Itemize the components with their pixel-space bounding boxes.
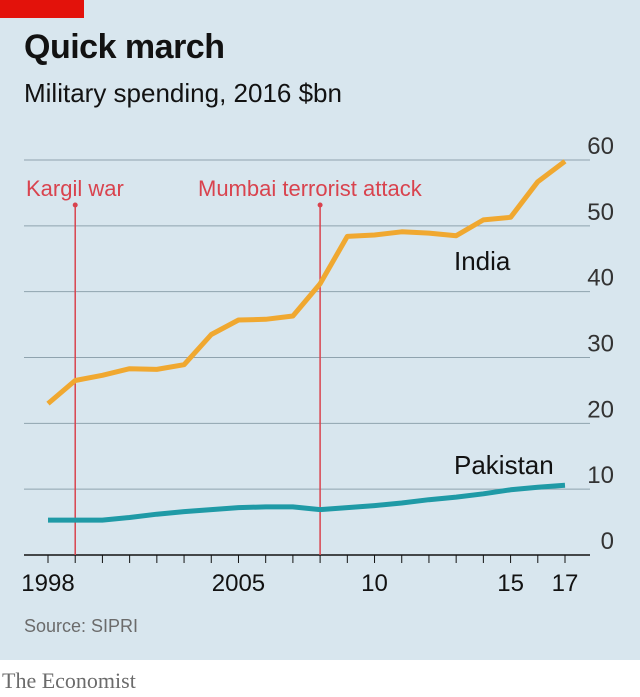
series-label-india: India (454, 246, 511, 276)
series-label-pakistan: Pakistan (454, 450, 554, 480)
x-tick-label-10: 10 (361, 570, 388, 597)
y-tick-label-10: 10 (587, 462, 614, 489)
annotation-label-mumbai-attack: Mumbai terrorist attack (198, 176, 423, 201)
y-tick-label-50: 50 (587, 199, 614, 226)
x-tick-label-15: 15 (497, 570, 524, 597)
x-tick-label-2005: 2005 (212, 570, 265, 597)
publisher-brand: The Economist (2, 668, 136, 693)
y-tick-label-0: 0 (601, 528, 614, 555)
series-line-india (46, 159, 567, 406)
annotation-dot-1 (72, 202, 78, 208)
brand-red-tag (0, 0, 84, 18)
x-tick-label-1998: 1998 (21, 570, 74, 597)
y-tick-label-60: 60 (587, 133, 614, 160)
series-line-pakistan (48, 482, 566, 523)
y-tick-label-30: 30 (587, 331, 614, 358)
x-tick-label-17: 17 (552, 570, 579, 597)
y-tick-label-20: 20 (587, 396, 614, 423)
annotation-dot-2 (317, 202, 323, 208)
y-tick-label-40: 40 (587, 265, 614, 292)
chart-subtitle: Military spending, 2016 $bn (24, 78, 342, 108)
annotation-label-kargil-war: Kargil war (26, 176, 124, 201)
source-note: Source: SIPRI (24, 616, 139, 636)
chart-title: Quick march (24, 28, 225, 66)
line-chart: 0 10 20 30 40 50 60 1998 2005 10 15 17 Kargil war Mum… (21, 133, 614, 597)
